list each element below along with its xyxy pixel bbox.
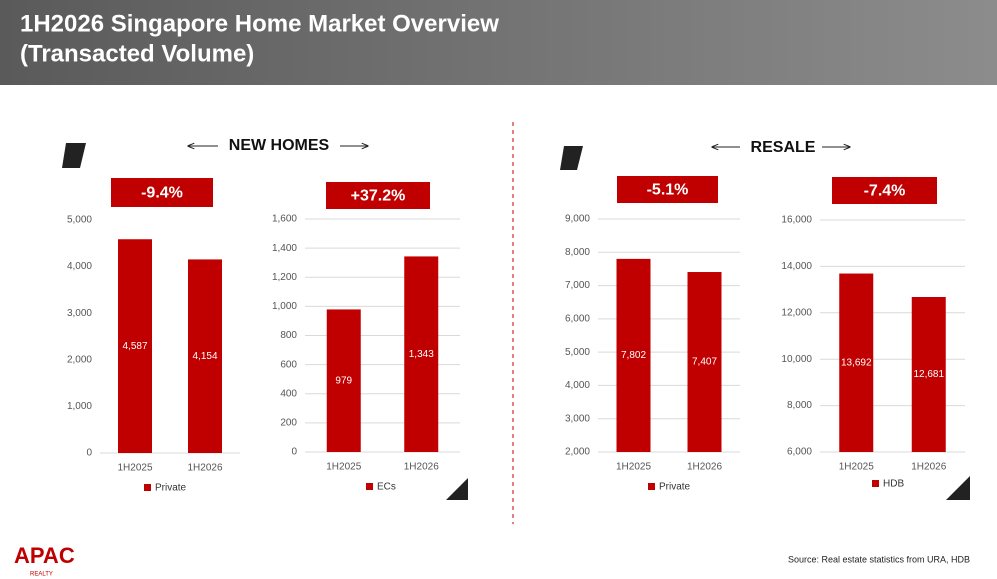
legend-swatch [648,483,655,490]
bar [188,259,222,453]
y-tick-label: 4,000 [67,261,92,272]
y-tick-label: 800 [280,330,297,341]
corner-decor [446,478,468,500]
y-tick-label: 0 [86,448,92,459]
corner-decor [946,476,970,500]
x-tick-label: 1H2026 [187,463,222,474]
change-badge [832,177,937,204]
data-label: 4,587 [122,341,147,352]
y-tick-label: 9,000 [565,214,590,225]
legend-label: Private [155,483,187,494]
legend-swatch [872,480,879,487]
logo: APAC [14,543,75,568]
y-tick-label: 16,000 [781,215,812,226]
y-tick-label: 10,000 [781,354,812,365]
change-label: +37.2% [351,188,406,205]
y-tick-label: 3,000 [67,308,92,319]
bar [616,258,651,452]
section-label: RESALE [751,139,816,156]
x-tick-label: 1H2026 [404,462,439,473]
section-label: NEW HOMES [229,137,330,154]
change-badge [617,176,718,203]
x-tick-label: 1H2025 [326,462,361,473]
data-label: 979 [335,375,352,386]
data-label: 1,343 [409,349,434,360]
data-label: 13,692 [841,357,872,368]
y-tick-label: 4,000 [565,380,590,391]
y-tick-label: 6,000 [787,447,812,458]
y-tick-label: 600 [280,359,297,370]
y-tick-label: 8,000 [787,400,812,411]
change-badge [326,182,430,209]
y-tick-label: 1,400 [272,243,297,254]
y-tick-label: 1,000 [67,401,92,412]
y-tick-label: 2,000 [565,447,590,458]
y-tick-label: 8,000 [565,247,590,258]
y-tick-label: 400 [280,388,297,399]
data-label: 12,681 [913,369,944,380]
change-label: -5.1% [647,182,689,199]
change-label: -9.4% [141,185,183,202]
logo-sub: REALTY [30,572,53,578]
bar [118,239,152,453]
y-tick-label: 0 [291,447,297,458]
bar [839,273,874,452]
x-tick-label: 1H2025 [117,463,152,474]
y-tick-label: 1,000 [272,301,297,312]
y-tick-label: 1,600 [272,214,297,225]
legend-label: HDB [883,479,904,490]
data-label: 7,802 [621,350,646,361]
y-tick-label: 2,000 [67,354,92,365]
bar [326,309,361,452]
legend-label: Private [659,482,691,493]
y-tick-label: 6,000 [565,313,590,324]
bar [911,297,946,452]
y-tick-label: 3,000 [565,413,590,424]
y-tick-label: 12,000 [781,307,812,318]
bar [404,256,439,452]
title-line: (Transacted Volume) [20,40,254,67]
corner-decor [62,143,86,168]
legend-label: ECs [377,482,396,493]
x-tick-label: 1H2025 [616,462,651,473]
y-tick-label: 14,000 [781,261,812,272]
y-tick-label: 7,000 [565,280,590,291]
data-label: 4,154 [192,351,217,362]
data-label: 7,407 [692,357,717,368]
title-line: 1H2026 Singapore Home Market Overview [20,10,499,37]
bar [687,272,722,452]
y-tick-label: 200 [280,418,297,429]
change-label: -7.4% [864,183,906,200]
y-tick-label: 5,000 [67,215,92,226]
y-tick-label: 1,200 [272,272,297,283]
change-badge [111,178,213,207]
legend-swatch [144,484,151,491]
x-tick-label: 1H2026 [911,462,946,473]
x-tick-label: 1H2025 [839,462,874,473]
corner-decor [560,146,583,170]
legend-swatch [366,483,373,490]
x-tick-label: 1H2026 [687,462,722,473]
y-tick-label: 5,000 [565,347,590,358]
header-bar [0,0,997,85]
source-note: Source: Real estate statistics from URA,… [788,554,970,564]
